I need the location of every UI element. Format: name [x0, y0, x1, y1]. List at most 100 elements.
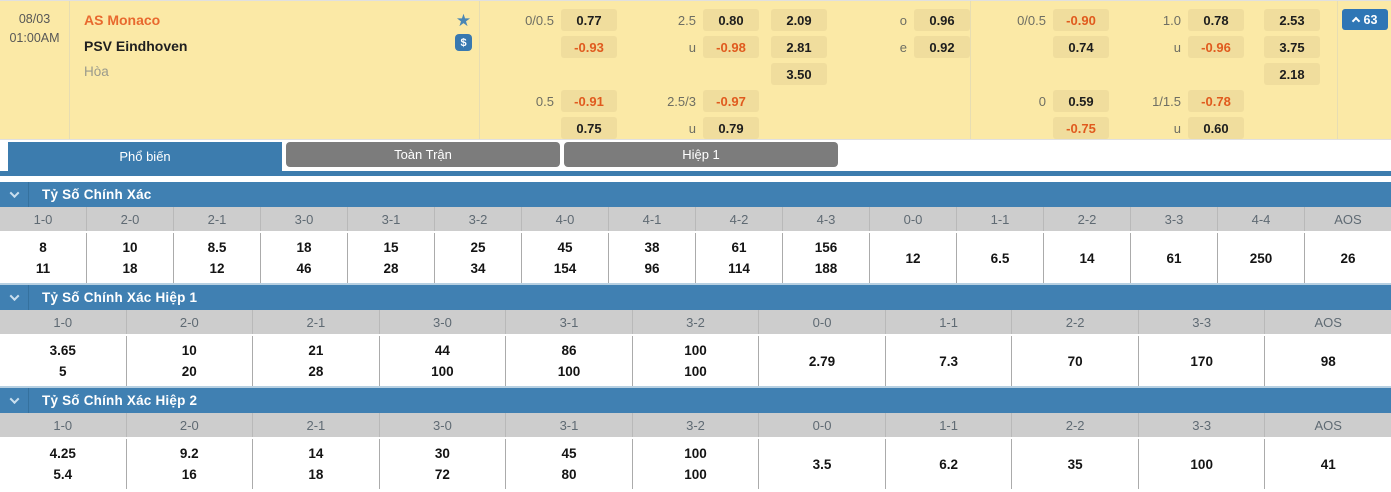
more-markets-count: 63: [1363, 12, 1378, 27]
score-header-cell: AOS: [1314, 314, 1342, 330]
ft-handicap2-home-odds[interactable]: -0.91: [561, 90, 617, 112]
score-odds-cell[interactable]: 12: [870, 233, 957, 283]
section-header[interactable]: Tỷ Số Chính Xác Hiệp 2: [0, 388, 1391, 413]
score-odds-cell[interactable]: 86 100: [506, 336, 633, 386]
score-header-cell: AOS: [1334, 211, 1362, 227]
score-odds-cell[interactable]: 4.25 5.4: [0, 439, 127, 489]
fh-handicap-line: 0/0.5: [1017, 12, 1046, 28]
score-header-cell: 2-0: [87, 207, 174, 231]
score-header-cell: 2-2: [1012, 413, 1139, 437]
score-odds-cell[interactable]: 35: [1012, 439, 1139, 489]
ft-1x2-away-odds[interactable]: 2.81: [771, 36, 827, 58]
score-odds-cell[interactable]: 100 100: [633, 439, 760, 489]
fh-handicap2-away-odds[interactable]: -0.75: [1053, 117, 1109, 139]
section-header[interactable]: Tỷ Số Chính Xác: [0, 182, 1391, 207]
score-odds-cell[interactable]: 100: [1139, 439, 1266, 489]
away-team-name[interactable]: PSV Eindhoven: [84, 38, 188, 54]
home-team-name[interactable]: AS Monaco: [84, 12, 161, 28]
fh-1x2-home-odds[interactable]: 2.53: [1264, 9, 1320, 31]
score-odds-cell[interactable]: 25 34: [435, 233, 522, 283]
fh-over-odds[interactable]: 0.78: [1188, 9, 1244, 31]
fh-handicap2-home-odds[interactable]: 0.59: [1053, 90, 1109, 112]
ft-handicap2-line: 0.5: [535, 93, 554, 109]
score-odds-cell[interactable]: 250: [1218, 233, 1305, 283]
fh-1x2-away-odds[interactable]: 3.75: [1264, 36, 1320, 58]
match-icons: ★ $: [455, 12, 472, 51]
ft-over-odds[interactable]: 0.80: [703, 9, 759, 31]
score-header-cell: 3-1: [506, 413, 633, 437]
collapse-toggle[interactable]: [0, 388, 29, 413]
score-header-cell: 1-1: [886, 413, 1013, 437]
first-half-odds-group: 0/0.5 -0.90 0.74 0 0.59 -0.75 1.0 0.78 u…: [971, 1, 1338, 139]
score-column-headers: 1-0 2-0 2-1 3-0 3-1 3-2 4-0 4-1 4-2 4-3 …: [0, 207, 1391, 231]
collapse-toggle[interactable]: [0, 285, 29, 310]
score-odds-cell[interactable]: 98: [1320, 353, 1336, 369]
score-odds-cell[interactable]: 8.5 12: [174, 233, 261, 283]
chevron-down-icon: [9, 394, 19, 405]
tab-hiep-1[interactable]: Hiệp 1: [564, 142, 838, 167]
market-tabs: Phổ biến Toàn Trận Hiệp 1: [0, 142, 1391, 171]
match-date: 08/03: [18, 12, 51, 26]
score-odds-cell[interactable]: 10 18: [87, 233, 174, 283]
score-odds-cell[interactable]: 3.5: [759, 439, 886, 489]
score-odds-cell[interactable]: 14 18: [253, 439, 380, 489]
score-odds-cell[interactable]: 10 20: [127, 336, 254, 386]
score-odds-cell[interactable]: 61 114: [696, 233, 783, 283]
score-odds-cell[interactable]: 6.2: [886, 439, 1013, 489]
ft-1x2-home-odds[interactable]: 2.09: [771, 9, 827, 31]
draw-label: Hòa: [84, 64, 109, 79]
ft-odd-odds[interactable]: 0.96: [914, 9, 970, 31]
score-header-cell: 2-0: [127, 310, 254, 334]
score-odds-cell[interactable]: 44 100: [380, 336, 507, 386]
ft-under-odds[interactable]: -0.98: [703, 36, 759, 58]
score-odds-cell[interactable]: 3.65 5: [0, 336, 127, 386]
score-odds-cell[interactable]: 100 100: [633, 336, 760, 386]
fh-1x2-draw-odds[interactable]: 2.18: [1264, 63, 1320, 85]
score-odds-cell[interactable]: 170: [1139, 336, 1266, 386]
expand-more-markets-button[interactable]: 63: [1342, 9, 1388, 30]
score-header-cell: AOS: [1314, 417, 1342, 433]
score-odds-cell[interactable]: 2.79: [759, 336, 886, 386]
ft-under2-odds[interactable]: 0.79: [703, 117, 759, 139]
score-odds-cell[interactable]: 41: [1320, 456, 1336, 472]
ft-handicap2-away-odds[interactable]: 0.75: [561, 117, 617, 139]
score-odds-cell[interactable]: 15 28: [348, 233, 435, 283]
fh-handicap-home-odds[interactable]: -0.90: [1053, 9, 1109, 31]
fh-handicap-away-odds[interactable]: 0.74: [1053, 36, 1109, 58]
score-header-cell: 2-1: [253, 413, 380, 437]
score-odds-cell[interactable]: 9.2 16: [127, 439, 254, 489]
score-odds-cell[interactable]: 38 96: [609, 233, 696, 283]
score-header-cell: 3-3: [1131, 207, 1218, 231]
section-correct-score-half1: Tỷ Số Chính Xác Hiệp 1 1-0 2-0 2-1 3-0 3…: [0, 283, 1391, 386]
score-odds-cell[interactable]: 45 154: [522, 233, 609, 283]
score-odds-cell[interactable]: 6.5: [957, 233, 1044, 283]
more-markets-column: 63: [1338, 1, 1391, 139]
score-odds-cell[interactable]: 7.3: [886, 336, 1013, 386]
score-header-cell: 3-3: [1139, 413, 1266, 437]
fh-under2-odds[interactable]: 0.60: [1188, 117, 1244, 139]
tab-pho-bien[interactable]: Phổ biến: [8, 142, 282, 171]
score-odds-cell[interactable]: 30 72: [380, 439, 507, 489]
dollar-icon[interactable]: $: [455, 34, 472, 51]
score-odds-cell[interactable]: 61: [1131, 233, 1218, 283]
score-odds-cell[interactable]: 26: [1340, 250, 1356, 266]
fh-over2-odds[interactable]: -0.78: [1188, 90, 1244, 112]
tab-toan-tran[interactable]: Toàn Trận: [286, 142, 560, 167]
score-odds-cell[interactable]: 21 28: [253, 336, 380, 386]
ft-1x2-draw-odds[interactable]: 3.50: [771, 63, 827, 85]
favorite-star-icon[interactable]: ★: [455, 11, 472, 30]
ft-handicap-away-odds[interactable]: -0.93: [561, 36, 617, 58]
score-odds-cell[interactable]: 156 188: [783, 233, 870, 283]
score-column-headers: 1-0 2-0 2-1 3-0 3-1 3-2 0-0 1-1 2-2 3-3 …: [0, 310, 1391, 334]
score-odds-cell[interactable]: 8 11: [0, 233, 87, 283]
ft-even-odds[interactable]: 0.92: [914, 36, 970, 58]
ft-handicap-home-odds[interactable]: 0.77: [561, 9, 617, 31]
fh-under-odds[interactable]: -0.96: [1188, 36, 1244, 58]
section-header[interactable]: Tỷ Số Chính Xác Hiệp 1: [0, 285, 1391, 310]
score-odds-cell[interactable]: 18 46: [261, 233, 348, 283]
collapse-toggle[interactable]: [0, 182, 29, 207]
score-odds-cell[interactable]: 70: [1012, 336, 1139, 386]
score-odds-cell[interactable]: 45 80: [506, 439, 633, 489]
score-odds-cell[interactable]: 14: [1044, 233, 1131, 283]
ft-over2-odds[interactable]: -0.97: [703, 90, 759, 112]
